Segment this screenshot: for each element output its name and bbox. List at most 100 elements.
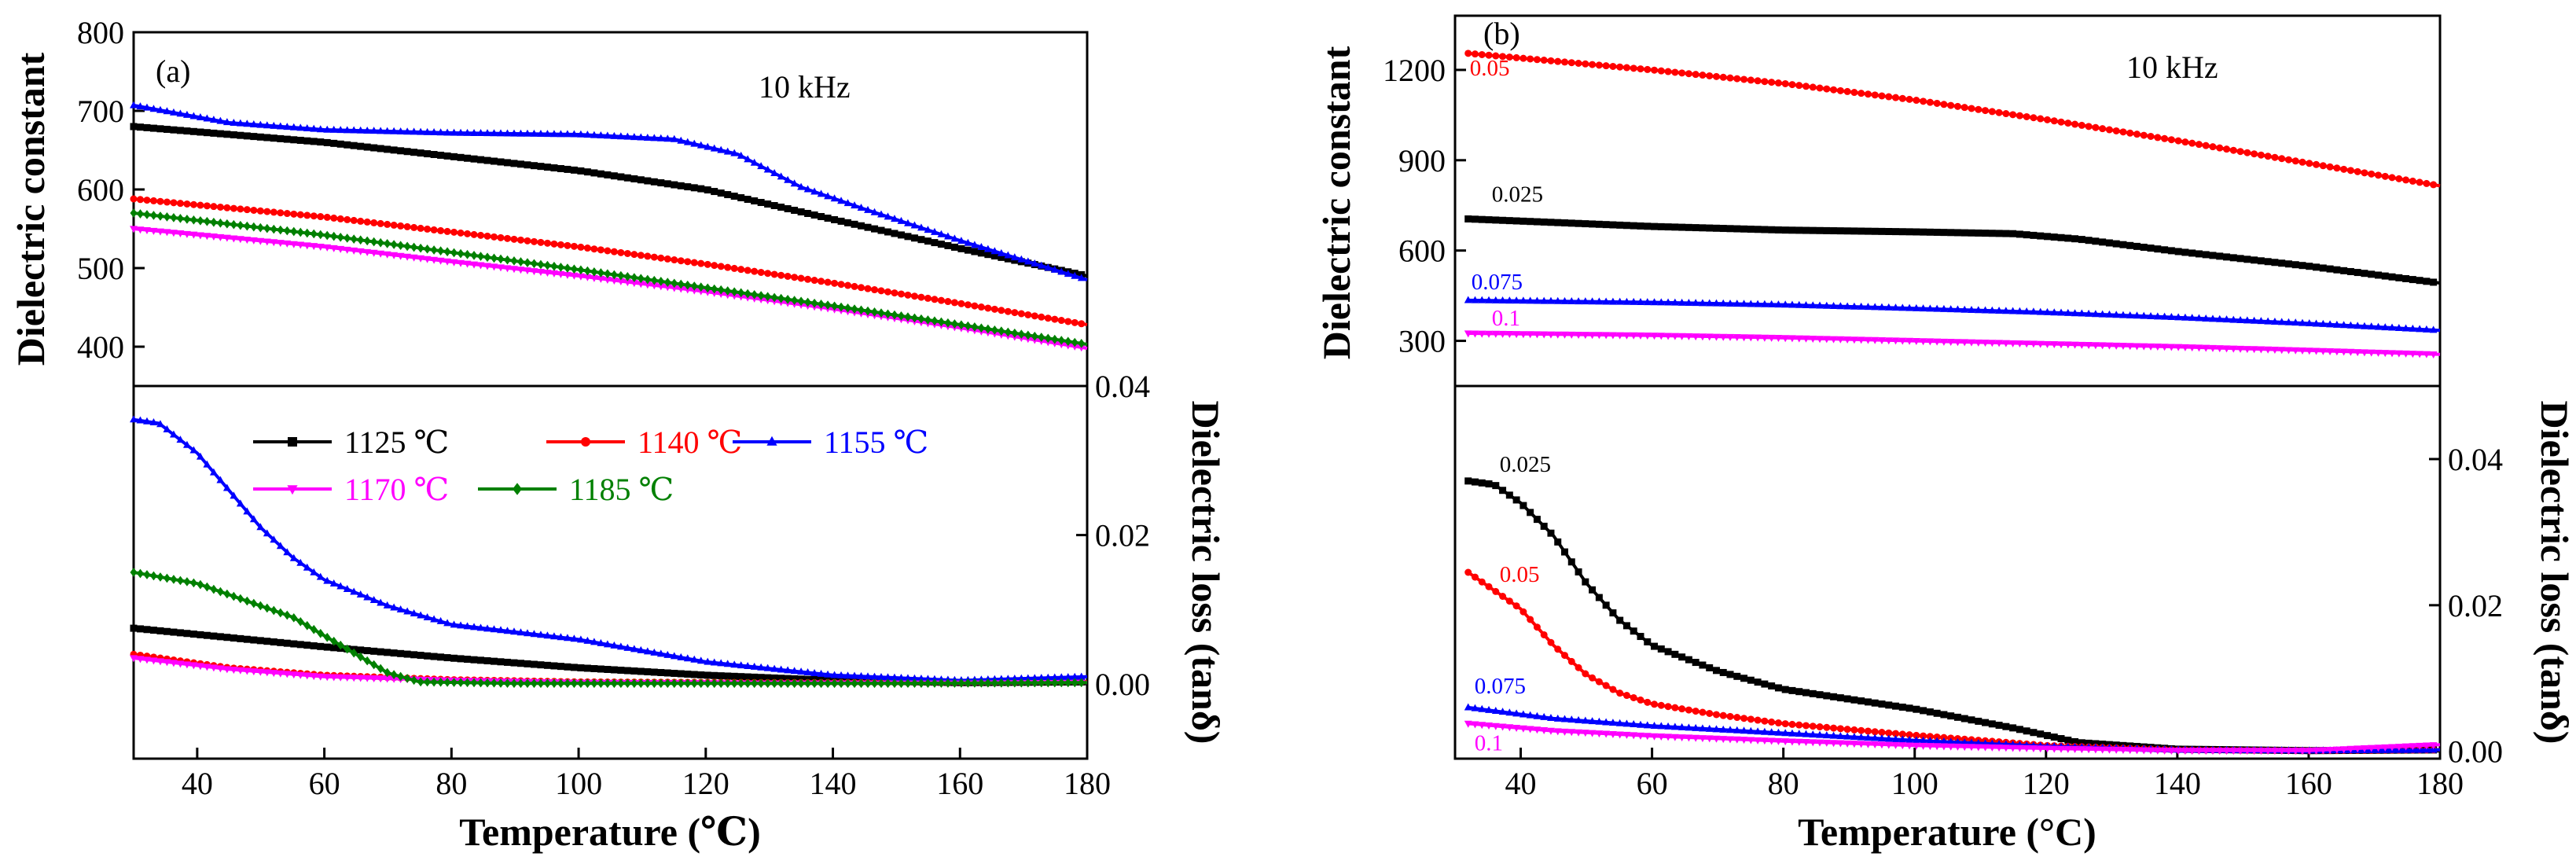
data-point	[543, 269, 552, 277]
data-point	[510, 627, 518, 635]
data-point	[344, 215, 351, 223]
data-point	[1017, 329, 1025, 339]
data-point	[1471, 704, 1479, 711]
data-point	[2008, 307, 2017, 314]
data-point	[1830, 227, 1838, 235]
data-point	[2346, 745, 2355, 753]
data-point	[1554, 645, 1562, 653]
data-point	[1685, 299, 1693, 307]
data-point	[1926, 737, 1935, 745]
data-point	[2008, 340, 2017, 347]
data-point	[2174, 344, 2183, 351]
data-point	[950, 234, 959, 242]
data-point	[1017, 678, 1025, 688]
data-point	[1685, 734, 1693, 742]
data-point	[183, 577, 191, 586]
legend-label: 1170 ℃	[344, 472, 449, 507]
data-point	[1995, 340, 2004, 347]
data-point	[209, 468, 218, 476]
data-point	[910, 292, 918, 300]
data-point	[2367, 349, 2376, 357]
data-point	[230, 119, 238, 127]
data-point	[1816, 226, 1824, 234]
data-point	[1071, 337, 1079, 347]
data-point	[377, 598, 385, 606]
data-point	[677, 182, 685, 189]
data-point	[1630, 732, 1638, 740]
data-point	[1471, 573, 1479, 581]
data-point	[603, 276, 612, 284]
data-point	[784, 175, 792, 183]
data-point	[289, 671, 298, 679]
data-point	[223, 589, 231, 599]
data-point	[323, 230, 331, 241]
data-point	[1692, 734, 1700, 742]
data-point	[2126, 747, 2134, 755]
data-point	[1024, 311, 1032, 318]
data-point	[2147, 747, 2155, 755]
data-point	[2016, 745, 2024, 752]
data-point	[1705, 333, 1714, 341]
data-point	[1505, 217, 1513, 225]
top-y-tick-label: 900	[1398, 143, 1446, 178]
data-point	[1064, 318, 1072, 325]
data-point	[1988, 340, 1997, 347]
data-point	[1554, 219, 1562, 226]
data-point	[283, 135, 291, 143]
data-point	[2078, 739, 2085, 747]
data-point	[1919, 742, 1927, 750]
data-point	[250, 133, 258, 141]
data-point	[2161, 134, 2169, 142]
data-point	[818, 678, 825, 689]
data-point	[891, 310, 898, 320]
data-point	[2409, 276, 2416, 284]
data-point	[977, 303, 985, 311]
data-point	[2305, 748, 2313, 756]
data-point	[2119, 747, 2127, 755]
data-point	[1781, 335, 1790, 343]
data-point	[1561, 652, 1569, 660]
data-point	[683, 138, 692, 145]
data-point	[1575, 219, 1582, 227]
data-point	[1077, 274, 1086, 281]
data-point	[1478, 578, 1486, 586]
data-point	[490, 625, 498, 633]
data-point	[1788, 738, 1796, 746]
data-point	[210, 203, 218, 211]
data-point	[530, 678, 538, 689]
data-point	[1561, 219, 1569, 227]
data-point	[2354, 269, 2361, 277]
panel-a: 40 60 80 100 120 140 160 1804005006007008000.00…	[9, 15, 1228, 854]
data-point	[2154, 245, 2162, 253]
panel-b-label: (b)	[1483, 16, 1520, 51]
data-point	[397, 649, 405, 657]
data-point	[1560, 728, 1569, 736]
data-point	[711, 678, 718, 689]
data-point	[851, 304, 858, 314]
data-point	[1637, 696, 1644, 704]
data-point	[1940, 229, 1948, 237]
data-point	[2029, 340, 2038, 348]
data-point	[1589, 674, 1597, 682]
data-point	[2339, 321, 2348, 329]
data-point	[437, 226, 445, 234]
data-point	[871, 286, 879, 294]
data-point	[384, 239, 391, 248]
data-point	[1615, 731, 1624, 739]
data-point	[443, 152, 451, 160]
data-point	[2071, 341, 2079, 349]
data-point	[2050, 308, 2059, 316]
data-point	[957, 320, 965, 330]
data-point	[690, 287, 699, 295]
data-point	[2001, 745, 2010, 752]
data-point	[2057, 735, 2065, 743]
data-point	[136, 416, 145, 424]
data-point	[2381, 323, 2390, 331]
data-point	[2236, 255, 2244, 263]
data-point	[397, 147, 405, 155]
data-point	[323, 576, 332, 584]
data-point	[1760, 737, 1769, 745]
data-point	[1050, 673, 1059, 681]
data-point	[2291, 748, 2300, 756]
data-point	[1533, 516, 1541, 524]
